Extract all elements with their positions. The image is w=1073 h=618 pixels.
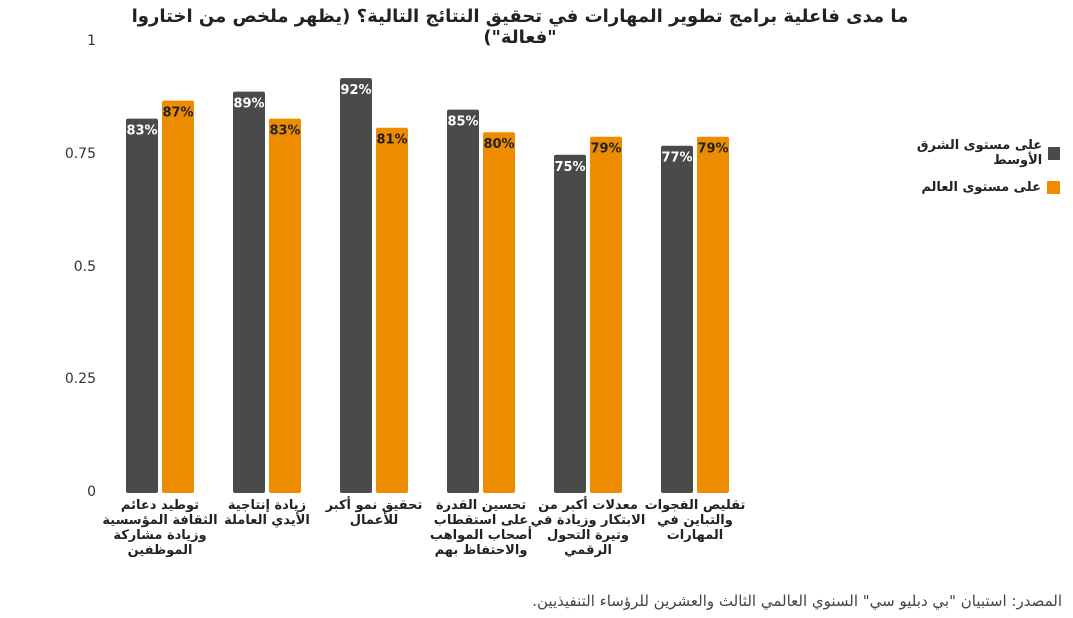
legend-swatch-middle-east (1048, 146, 1060, 160)
bar-value-label: 85% (447, 115, 478, 130)
bar-value-label: 79% (697, 142, 728, 157)
legend-item-middle-east: على مستوى الشرق الأوسط (880, 138, 1060, 168)
bar-middle-east (554, 154, 586, 493)
y-tick-label: 1 (87, 33, 96, 49)
legend-label-global: على مستوى العالم (921, 180, 1041, 195)
bar-global (697, 136, 729, 493)
bar-global (590, 136, 622, 493)
bar-value-label: 83% (126, 124, 157, 139)
bar-value-label: 77% (661, 151, 692, 166)
legend-label-middle-east: على مستوى الشرق الأوسط (916, 138, 1043, 168)
bar-middle-east (233, 91, 265, 494)
bar-middle-east (447, 109, 479, 494)
y-tick-label: 0.75 (64, 145, 96, 162)
bar-global (269, 118, 301, 494)
category-label: تقليص الفجوات والتباين في المهارات (644, 498, 746, 543)
bar-global (162, 100, 194, 493)
bar-value-label: 92% (340, 83, 371, 98)
legend-item-global: على مستوى العالم (880, 180, 1060, 195)
bar-value-label: 83% (269, 124, 300, 139)
bar-global (483, 132, 515, 493)
chart-title: ما مدى فاعلية برامج تطوير المهارات في تح… (131, 6, 909, 48)
bar-global (376, 127, 408, 493)
y-tick-label: 0 (87, 484, 96, 500)
bar-value-label: 75% (554, 160, 585, 175)
bar-value-label: 79% (590, 142, 621, 157)
source-note: المصدر: استبيان "بي دبليو سي" السنوي الع… (532, 592, 1062, 610)
category-label: توطيد دعائم الثقافة المؤسسية وزيادة مشار… (102, 498, 218, 558)
bar-value-label: 87% (162, 106, 193, 121)
category-label: زيادة إنتاجية الأيدي العاملة (224, 498, 310, 528)
bar-middle-east (340, 78, 372, 493)
bar-middle-east (661, 145, 693, 494)
legend-swatch-global (1047, 181, 1060, 194)
bar-middle-east (126, 118, 158, 494)
y-tick-label: 0.25 (64, 371, 96, 388)
bar-value-label: 80% (483, 137, 514, 152)
category-label: تحقيق نمو أكبر للأعمال (325, 498, 423, 528)
category-label: تحسين القدرة على استقطاب أصحاب المواهب و… (429, 498, 533, 558)
bar-value-label: 81% (376, 133, 407, 148)
legend: على مستوى الشرق الأوسط على مستوى العالم (880, 138, 1060, 207)
category-label: معدلات أكبر من الابتكار وزيادة في وتيرة … (530, 498, 646, 558)
y-tick-label: 0.5 (73, 258, 96, 275)
bar-value-label: 89% (233, 97, 264, 112)
